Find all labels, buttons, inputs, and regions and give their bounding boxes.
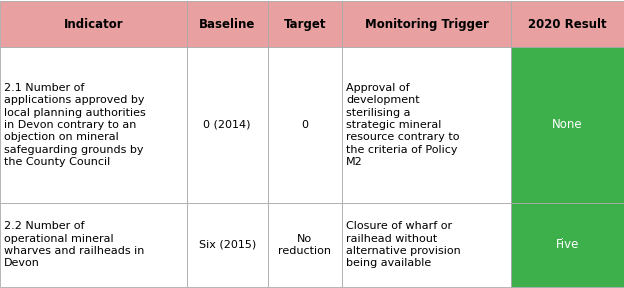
Text: Monitoring Trigger: Monitoring Trigger	[364, 18, 489, 31]
Text: 0 (2014): 0 (2014)	[203, 120, 251, 130]
Bar	[511, 1, 624, 47]
Bar	[0, 1, 187, 47]
Text: Six (2015): Six (2015)	[198, 240, 256, 250]
Text: Five: Five	[556, 238, 579, 251]
Text: 0: 0	[301, 120, 308, 130]
Bar	[343, 1, 511, 47]
Text: 2.2 Number of
operational mineral
wharves and railheads in
Devon: 2.2 Number of operational mineral wharve…	[4, 221, 144, 268]
Bar	[343, 203, 511, 287]
Bar	[268, 1, 343, 47]
Text: Indicator: Indicator	[64, 18, 123, 31]
Text: 2020 Result: 2020 Result	[528, 18, 607, 31]
Text: Target: Target	[284, 18, 326, 31]
Bar	[511, 203, 624, 287]
Text: None: None	[552, 118, 583, 132]
Text: Approval of
development
sterilising a
strategic mineral
resource contrary to
the: Approval of development sterilising a st…	[346, 83, 459, 167]
Text: No
reduction: No reduction	[278, 234, 331, 256]
Bar	[0, 47, 187, 203]
Bar	[187, 203, 268, 287]
Text: 2.1 Number of
applications approved by
local planning authorities
in Devon contr: 2.1 Number of applications approved by l…	[4, 83, 145, 167]
Bar	[187, 47, 268, 203]
Text: Closure of wharf or
railhead without
alternative provision
being available: Closure of wharf or railhead without alt…	[346, 221, 461, 268]
Bar	[511, 47, 624, 203]
Bar	[187, 1, 268, 47]
Bar	[268, 47, 343, 203]
Text: Baseline: Baseline	[199, 18, 255, 31]
Bar	[343, 47, 511, 203]
Bar	[0, 203, 187, 287]
Bar	[268, 203, 343, 287]
